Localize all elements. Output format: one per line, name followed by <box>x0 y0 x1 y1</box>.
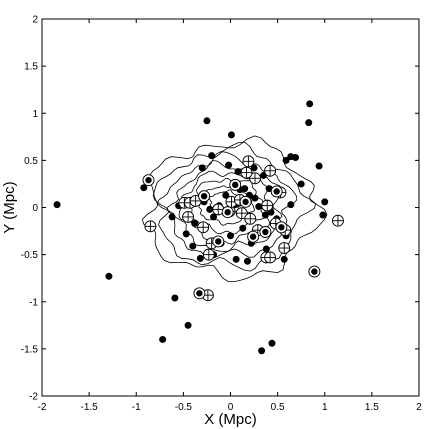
x-tick-label: -1.5 <box>81 402 99 413</box>
ringed-dot-point <box>259 226 272 238</box>
circled-cross-point <box>249 172 261 185</box>
filled-point <box>171 294 179 302</box>
filled-point <box>140 184 148 192</box>
y-tick-label: -1 <box>29 297 38 308</box>
y-axis-title: Y (Mpc) <box>1 181 18 233</box>
y-tick-label: 0 <box>32 203 38 214</box>
filled-point <box>105 272 113 280</box>
y-tick-label: -2 <box>29 392 38 403</box>
filled-point <box>227 232 234 240</box>
filled-point <box>182 230 190 238</box>
filled-point <box>189 242 197 250</box>
filled-point <box>297 180 305 188</box>
circled-cross-point <box>197 221 210 234</box>
circled-cross-point <box>331 214 344 227</box>
axis-ticks: -2 -1.5 -1 -0.5 0 0.5 1 1.5 2 -2 -1.5 -1 -0.5 0 0.5 1 1.… <box>21 15 422 414</box>
filled-point <box>234 168 242 176</box>
filled-point <box>203 117 211 125</box>
x-axis-title: X (Mpc) <box>204 411 257 428</box>
ringed-dot-point <box>212 235 225 248</box>
y-tick-label: 0.5 <box>24 156 38 167</box>
filled-point <box>268 339 276 347</box>
ringed-dot-point <box>221 206 234 219</box>
filled-point <box>292 154 300 162</box>
filled-point <box>315 162 323 170</box>
x-tick-label: -2 <box>38 402 47 413</box>
filled-point <box>282 156 290 164</box>
circled-cross-point <box>240 166 253 179</box>
ringed-dot-point <box>229 178 242 191</box>
circled-cross-point <box>278 242 291 254</box>
circled-cross-point <box>202 248 215 261</box>
x-tick-label: 2 <box>416 402 422 413</box>
circled-cross-point <box>244 212 257 225</box>
filled-point <box>222 191 230 199</box>
circled-cross-point <box>235 207 248 220</box>
filled-point <box>241 185 249 193</box>
ringed-dot-point <box>198 190 211 203</box>
y-tick-label: -0.5 <box>21 250 39 261</box>
y-tick-label: 1 <box>32 109 38 120</box>
filled-point <box>306 100 314 108</box>
circled-cross-point <box>144 220 157 233</box>
filled-point <box>208 152 216 160</box>
filled-point <box>305 119 313 127</box>
filled-point <box>262 245 270 253</box>
filled-point <box>159 335 167 343</box>
ringed-dot-point <box>193 287 206 300</box>
filled-point <box>243 257 251 265</box>
ringed-dot-point <box>247 230 260 243</box>
filled-point <box>198 164 206 172</box>
y-tick-label: 2 <box>32 15 38 26</box>
data-points <box>53 100 344 355</box>
x-tick-label: 0 <box>228 402 234 413</box>
filled-point <box>210 213 218 221</box>
filled-point <box>321 198 329 206</box>
filled-point <box>168 213 176 221</box>
filled-point <box>280 255 288 263</box>
x-tick-label: 1 <box>322 402 328 413</box>
filled-point <box>239 224 247 232</box>
filled-point <box>191 220 199 228</box>
filled-point <box>258 347 266 355</box>
density-contour <box>141 135 328 282</box>
ringed-dot-point <box>142 174 155 187</box>
filled-point <box>225 161 233 169</box>
circled-cross-point <box>261 199 274 212</box>
circled-cross-point <box>242 155 255 168</box>
x-tick-label: 0.5 <box>271 402 285 413</box>
y-tick-label: -1.5 <box>21 344 39 355</box>
filled-point <box>319 211 327 219</box>
filled-point <box>255 203 263 211</box>
filled-point <box>251 194 259 202</box>
x-tick-label: 1.5 <box>365 402 379 413</box>
filled-point <box>287 201 295 209</box>
filled-point <box>184 321 192 329</box>
filled-point <box>196 254 204 262</box>
circled-cross-point <box>264 251 277 264</box>
circled-cross-point <box>182 210 195 223</box>
filled-point <box>227 131 235 139</box>
filled-point <box>232 255 240 263</box>
x-tick-label: -0.5 <box>175 402 193 413</box>
y-tick-label: 1.5 <box>24 62 38 73</box>
filled-point <box>261 211 269 219</box>
filled-point <box>250 164 258 172</box>
density-contour <box>156 151 298 259</box>
circled-cross-point <box>189 194 202 207</box>
ringed-dot-point <box>239 195 252 208</box>
filled-point <box>206 205 214 213</box>
ringed-dot-point <box>270 185 283 198</box>
x-tick-label: -1 <box>132 402 141 413</box>
circled-cross-point <box>264 164 277 177</box>
ringed-dot-point <box>308 265 321 278</box>
filled-point <box>53 201 61 209</box>
ringed-dot-point <box>275 221 288 234</box>
